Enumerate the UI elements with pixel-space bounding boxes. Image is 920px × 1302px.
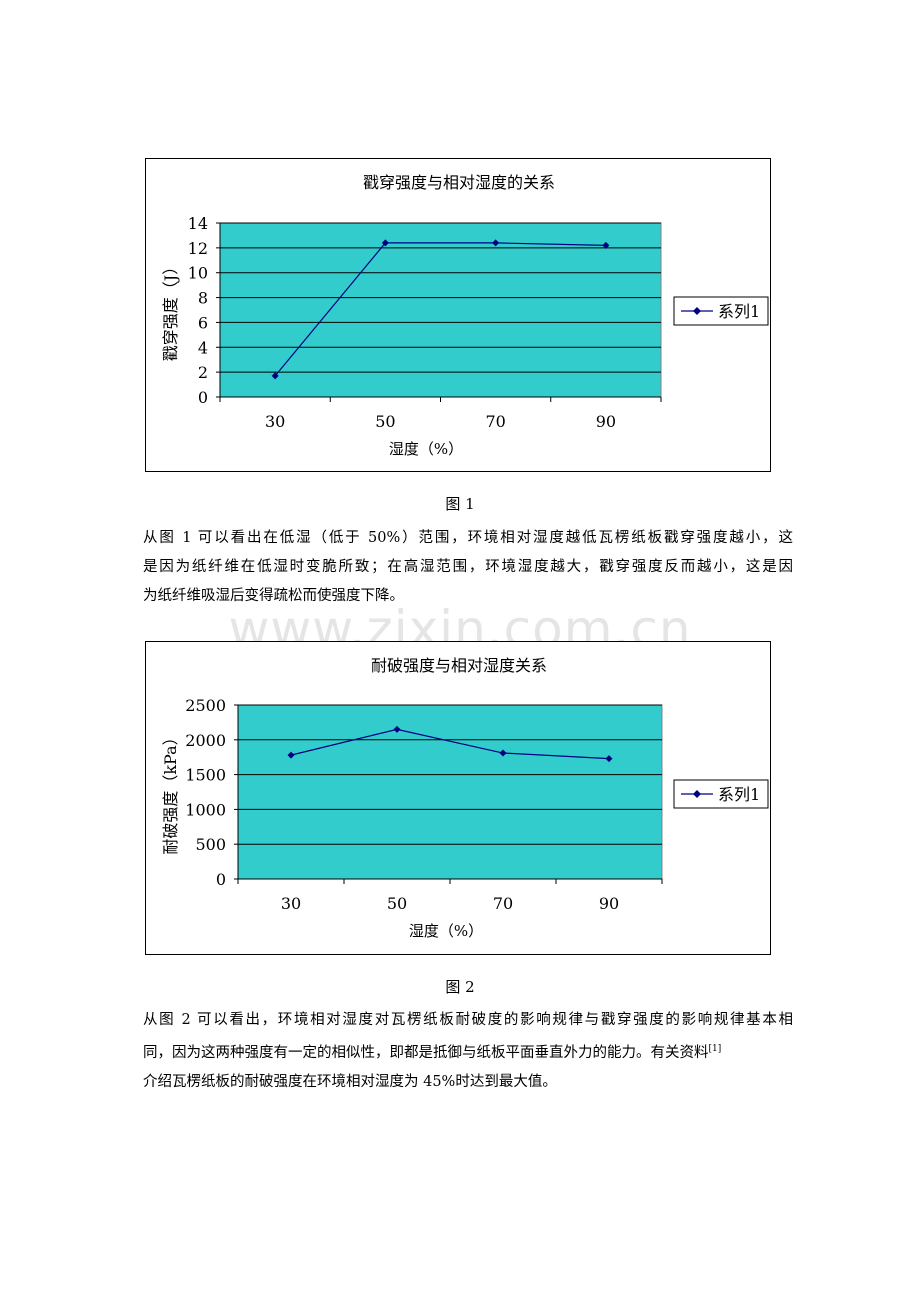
chart-burst-strength: 耐破强度与相对湿度关系 耐破强度（kPa） 0 500 1000 1500 2000 25… xyxy=(145,641,771,955)
y-tick-label: 14 xyxy=(188,214,208,233)
paragraph-2-line: 介绍瓦楞纸板的耐破强度在环境相对湿度为 45%时达到最大值。 xyxy=(143,1073,557,1090)
paragraph-2: 从图 2 可以看出，环境相对湿度对瓦楞纸板耐破度的影响规律与戳穿强度的影响规律基… xyxy=(143,1006,793,1097)
legend: 系列1 xyxy=(673,296,769,326)
x-tick-label: 70 xyxy=(493,894,513,913)
data-point xyxy=(393,725,401,733)
data-point xyxy=(381,239,389,247)
y-axis-label: 戳穿强度（J） xyxy=(161,259,180,361)
data-point xyxy=(287,751,295,759)
paragraph-2-line: 同，因为这两种强度有一定的相似性，即都是抵御与纸板平面垂直外力的能力。有关资料[… xyxy=(143,1035,793,1068)
data-point xyxy=(271,372,279,380)
x-tick-label: 30 xyxy=(265,412,285,431)
legend-marker-icon xyxy=(693,307,701,315)
x-tick-label: 50 xyxy=(387,894,407,913)
series-line xyxy=(290,728,610,760)
y-tick-label: 1500 xyxy=(185,766,226,785)
chart-title: 戳穿强度与相对湿度的关系 xyxy=(363,173,555,192)
paragraph-1-line: 从图 1 可以看出在低湿（低于 50%）范围，环境相对湿度越低瓦楞纸板戳穿强度越… xyxy=(143,530,793,546)
data-point xyxy=(602,241,610,249)
y-tick-label: 0 xyxy=(198,388,208,407)
x-axis-label: 湿度（%） xyxy=(389,440,463,458)
paragraph-2-line: 从图 2 可以看出，环境相对湿度对瓦楞纸板耐破度的影响规律与戳穿强度的影响规律基… xyxy=(143,1012,793,1028)
data-point xyxy=(492,239,500,247)
y-tick-label: 2500 xyxy=(185,696,226,715)
paragraph-2-line-text: 同，因为这两种强度有一定的相似性，即都是抵御与纸板平面垂直外力的能力。有关资料 xyxy=(143,1044,709,1061)
y-axis-label-text: 耐破强度（kPa） xyxy=(161,729,180,854)
x-axis-label: 湿度（%） xyxy=(409,922,483,940)
x-tick-label: 70 xyxy=(485,412,505,431)
y-tick-label: 4 xyxy=(198,338,208,357)
y-axis-label-text: 戳穿强度（J） xyxy=(161,259,180,361)
y-tick-label: 6 xyxy=(198,313,208,332)
legend: 系列1 xyxy=(673,779,769,809)
y-tick-label: 1000 xyxy=(185,800,226,819)
chart-title: 耐破强度与相对湿度关系 xyxy=(371,656,547,675)
y-tick-label: 2000 xyxy=(185,731,226,750)
x-tick-label: 50 xyxy=(375,412,395,431)
plot-area xyxy=(237,704,663,880)
y-axis-label: 耐破强度（kPa） xyxy=(161,729,180,854)
y-tick-label: 12 xyxy=(188,239,208,258)
citation-reference[interactable]: [1] xyxy=(708,1044,722,1054)
x-tick-label: 30 xyxy=(281,894,301,913)
figure-2-caption: 图 2 xyxy=(445,978,475,996)
paragraph-1-line: 是因为纸纤维在低湿时变脆所致；在高湿范围，环境湿度越大，戳穿强度反而越小，这是因 xyxy=(143,559,793,575)
y-tick-label: 8 xyxy=(198,289,208,308)
x-tick-label: 90 xyxy=(599,894,619,913)
paragraph-1: 从图 1 可以看出在低湿（低于 50%）范围，环境相对湿度越低瓦楞纸板戳穿强度越… xyxy=(143,524,793,611)
chart-puncture-strength: 戳穿强度与相对湿度的关系 戳穿强度（J） 0 2 4 6 8 10 12 14 30 50 70 9… xyxy=(145,158,771,472)
series-line xyxy=(274,242,606,377)
plot-area xyxy=(219,222,662,398)
chart-2-svg: 耐破强度与相对湿度关系 耐破强度（kPa） 0 500 1000 1500 2000 25… xyxy=(161,656,769,940)
x-tick-label: 90 xyxy=(596,412,616,431)
legend-label: 系列1 xyxy=(718,302,760,321)
data-point xyxy=(605,755,613,763)
y-tick-label: 0 xyxy=(216,870,226,889)
legend-label: 系列1 xyxy=(718,785,760,804)
chart-1-svg: 戳穿强度与相对湿度的关系 戳穿强度（J） 0 2 4 6 8 10 12 14 30 50 70 9… xyxy=(161,173,769,458)
paragraph-1-line: 为纸纤维吸湿后变得疏松而使强度下降。 xyxy=(143,588,404,604)
legend-marker-icon xyxy=(693,790,701,798)
y-tick-label: 10 xyxy=(188,264,208,283)
y-tick-label: 2 xyxy=(198,363,208,382)
data-point xyxy=(499,749,507,757)
figure-1-caption: 图 1 xyxy=(445,495,475,513)
y-tick-label: 500 xyxy=(195,835,226,854)
